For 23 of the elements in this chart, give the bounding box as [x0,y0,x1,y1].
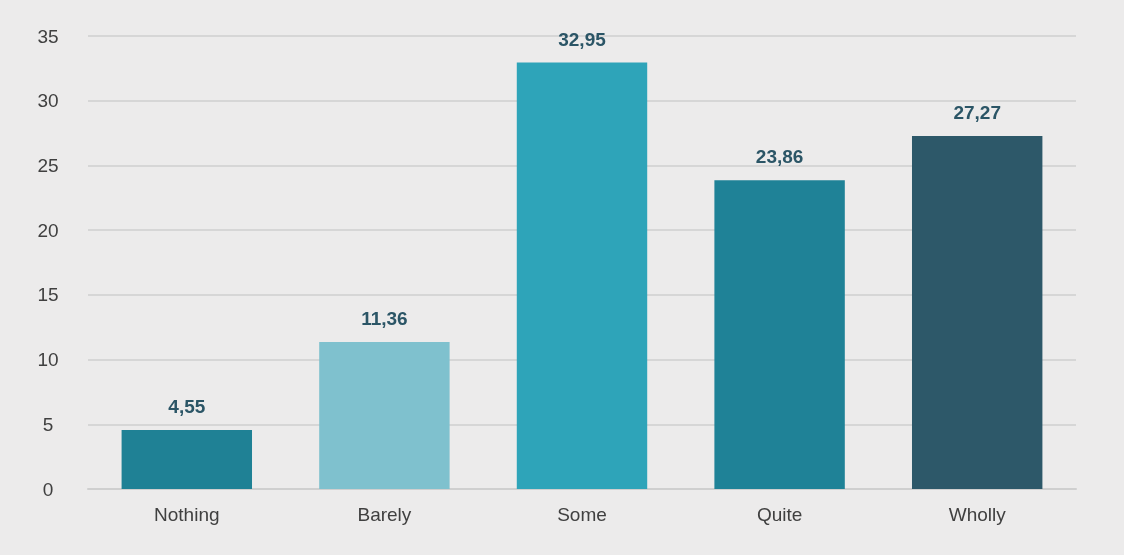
x-tick-label: Wholly [948,504,1007,525]
data-label: 32,95 [558,28,607,50]
bar [714,180,845,489]
data-label: 27,27 [953,102,1001,124]
x-tick-label: Some [557,504,607,525]
x-tick-label: Quite [756,504,803,525]
y-tick-label: 35 [37,25,59,47]
data-label: 11,36 [361,307,408,329]
x-tick-label: Nothing [154,504,220,525]
y-tick-label: 30 [37,90,59,112]
bar [121,430,253,489]
x-tick-label: Barely [357,504,412,525]
y-tick-label: 25 [37,154,59,176]
data-label: 23,86 [755,146,804,168]
y-tick-label: 0 [42,478,54,500]
y-tick-label: 10 [37,349,59,371]
bar [911,136,1043,489]
bar [319,341,450,489]
bar [516,62,648,489]
y-tick-label: 15 [37,284,59,306]
y-tick-label: 20 [37,219,59,241]
y-tick-label: 5 [42,413,54,435]
data-label: 4,55 [168,396,206,418]
